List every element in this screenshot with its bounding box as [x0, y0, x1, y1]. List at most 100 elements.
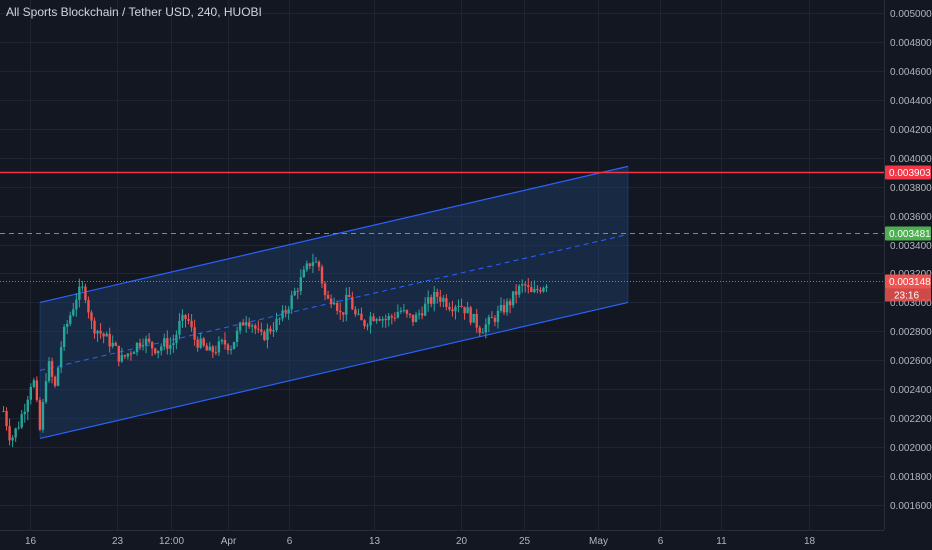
candle-body: [290, 295, 293, 310]
candle-body: [342, 312, 345, 315]
candle-body: [514, 291, 518, 295]
candle-body: [393, 317, 397, 319]
candle-body: [8, 426, 11, 441]
candle-body: [87, 300, 90, 313]
x-tick-label: 11: [716, 536, 727, 547]
candle-body: [120, 355, 124, 362]
candle-body: [478, 327, 481, 333]
candle-body: [372, 316, 375, 321]
candle-body: [135, 342, 139, 353]
y-tick-label: 0.002200: [890, 414, 932, 425]
candle-body: [423, 303, 427, 316]
candle-body: [335, 302, 339, 311]
candle-body: [123, 355, 127, 357]
candle-body: [99, 330, 102, 334]
candle-body: [287, 309, 290, 313]
candle-body: [463, 306, 466, 314]
channel-lower-line[interactable]: [39, 301, 629, 440]
candle-body: [490, 317, 494, 319]
candle-body: [339, 310, 342, 313]
candle-body: [445, 298, 448, 307]
candle-body: [157, 350, 160, 354]
candle-body: [78, 286, 81, 300]
candle-body: [257, 328, 260, 330]
candle-body: [436, 292, 439, 297]
time-axis[interactable]: 16 23 12:00 Apr 6 13 20 25 May 6 11 18: [25, 536, 816, 547]
candle-body: [184, 314, 187, 320]
y-tick-label: 0.001600: [890, 501, 932, 512]
candle-body: [545, 286, 548, 288]
candle-body: [14, 428, 17, 438]
candle-body: [430, 297, 433, 304]
countdown-tag: [885, 288, 931, 302]
candle-body: [211, 346, 215, 353]
candle-body: [508, 301, 512, 306]
candle-body: [90, 312, 93, 321]
candle-body: [332, 302, 336, 305]
candle-body: [323, 283, 327, 296]
candle-body: [366, 325, 369, 327]
candle-body: [187, 319, 190, 321]
price-tags: 0.003903 0.003481 0.003148 23:16: [885, 165, 931, 302]
candle-body: [396, 312, 400, 318]
level-tag-last-price: [885, 274, 931, 289]
candle-body: [181, 314, 184, 321]
candle-body: [329, 298, 333, 305]
candle-body: [69, 315, 72, 324]
candle-body: [232, 341, 236, 349]
candle-body: [126, 353, 130, 357]
candle-body: [348, 294, 351, 298]
candle-body: [235, 330, 239, 342]
x-tick-label: 6: [658, 536, 664, 547]
candle-body: [248, 322, 251, 327]
candle-body: [414, 314, 418, 323]
x-tick-label: 12:00: [159, 536, 184, 547]
candle-body: [47, 361, 51, 382]
candle-body: [223, 339, 227, 345]
candle-body: [81, 286, 84, 288]
y-tick-label: 0.004200: [890, 125, 932, 136]
candle-body: [114, 342, 117, 346]
x-tick-label: 13: [369, 536, 381, 547]
candle-body: [448, 306, 451, 310]
y-tick-label: 0.002000: [890, 443, 932, 454]
candle-body: [354, 309, 357, 315]
candle-body: [102, 333, 105, 337]
y-tick-label: 0.005000: [890, 9, 932, 20]
x-tick-label: 20: [456, 536, 468, 547]
candle-body: [502, 305, 506, 313]
channel-upper-line[interactable]: [39, 165, 629, 303]
candle-body: [244, 322, 248, 326]
candle-body: [314, 261, 318, 263]
candle-body: [369, 316, 372, 326]
candle-body: [32, 380, 36, 387]
candle-body: [169, 345, 172, 349]
candle-body: [150, 341, 154, 349]
candle-body: [269, 328, 272, 332]
candle-body: [96, 330, 99, 334]
candle-body: [542, 287, 545, 292]
candle-body: [357, 313, 360, 315]
candle-body: [272, 330, 275, 332]
candle-body: [66, 323, 69, 327]
candle-body: [521, 284, 524, 286]
candle-body: [117, 345, 120, 362]
candle-body: [420, 313, 424, 316]
candle-body: [326, 295, 330, 299]
candle-body: [360, 313, 363, 321]
candle-body: [469, 307, 472, 323]
level-tag-text-target: 0.003481: [889, 229, 931, 240]
candle-body: [278, 318, 281, 320]
candle-body: [363, 320, 366, 327]
candle-body: [93, 320, 96, 334]
candle-body: [475, 313, 478, 328]
candle-body: [472, 313, 475, 323]
candle-body: [311, 262, 315, 266]
candle-body: [299, 277, 302, 292]
y-tick-label: 0.001800: [890, 472, 932, 483]
candle-body: [11, 437, 14, 441]
candle-body: [26, 399, 29, 412]
price-levels[interactable]: [0, 171, 884, 282]
candle-body: [129, 353, 133, 355]
